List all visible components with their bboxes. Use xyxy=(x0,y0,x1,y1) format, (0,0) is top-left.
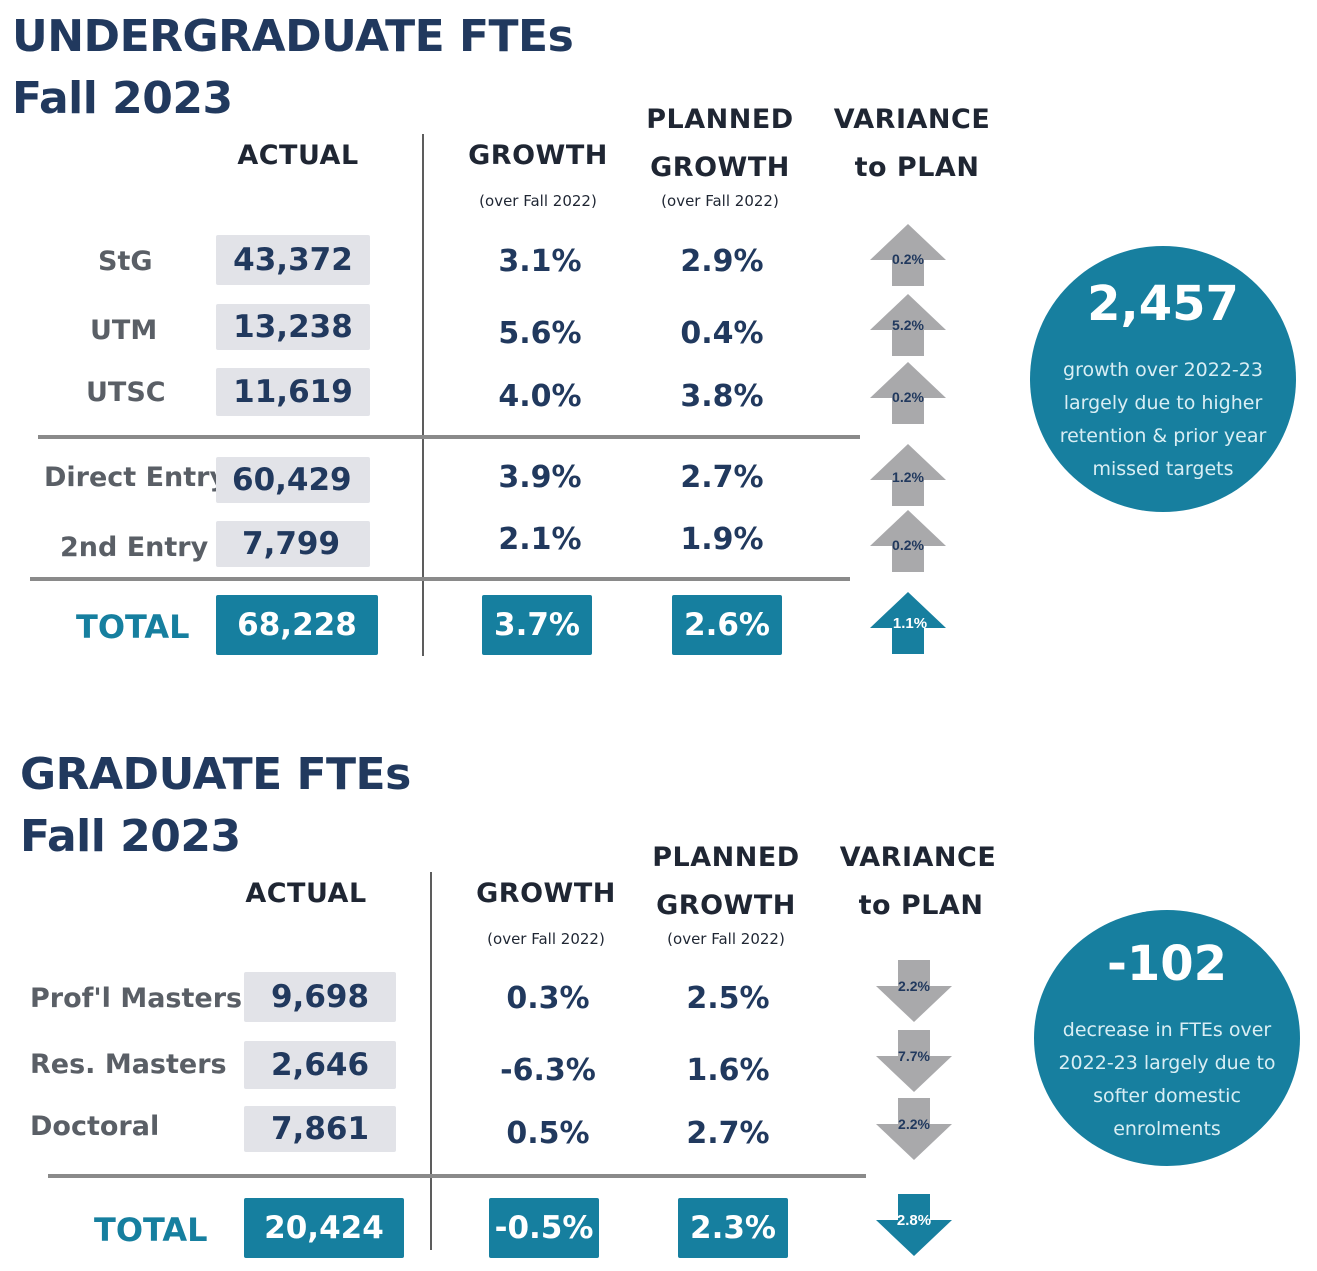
graduate-col-variance-2: to PLAN xyxy=(858,890,984,921)
variance-value: 7.7% xyxy=(898,1048,930,1064)
graduate-total-label: TOTAL xyxy=(94,1211,208,1249)
graduate-row-label: Doctoral xyxy=(30,1111,160,1142)
graduate-actual-value: 2,646 xyxy=(244,1041,396,1089)
undergrad-col-growth: GROWTH xyxy=(468,140,608,171)
variance-up-arrow-icon: 0.2% xyxy=(868,510,948,572)
graduate-growth-value: -6.3% xyxy=(500,1053,596,1088)
variance-value: 1.1% xyxy=(893,615,927,632)
graduate-callout-line: 2022-23 largely due to xyxy=(1058,1052,1276,1074)
graduate-actual-value: 7,861 xyxy=(244,1106,396,1152)
variance-up-arrow-icon: 1.1% xyxy=(868,592,948,654)
graduate-planned-value: 2.5% xyxy=(686,981,770,1016)
undergrad-column-divider xyxy=(422,134,424,656)
undergrad-total-actual: 68,228 xyxy=(216,595,378,655)
graduate-col-growth-sub: (over Fall 2022) xyxy=(487,930,605,948)
undergrad-growth-value: 3.9% xyxy=(498,460,582,495)
undergrad-col-actual: ACTUAL xyxy=(237,140,359,171)
variance-value: 0.2% xyxy=(892,389,924,405)
undergrad-col-growth-sub: (over Fall 2022) xyxy=(479,192,597,210)
undergrad-title-line1: UNDERGRADUATE FTEs xyxy=(12,11,574,62)
variance-value: 2.2% xyxy=(898,978,930,994)
graduate-decrease-callout: -102 decrease in FTEs over 2022-23 large… xyxy=(1034,910,1300,1166)
graduate-planned-value: 2.7% xyxy=(686,1116,770,1151)
undergrad-callout-line: missed targets xyxy=(1092,458,1234,480)
graduate-callout-line: enrolments xyxy=(1113,1118,1221,1140)
graduate-row-label: Prof'l Masters xyxy=(30,983,243,1014)
undergrad-growth-value: 5.6% xyxy=(498,316,582,351)
undergrad-actual-value: 7,799 xyxy=(216,521,370,567)
graduate-divider xyxy=(48,1174,866,1178)
undergrad-actual-value: 11,619 xyxy=(216,368,370,416)
undergrad-divider-1 xyxy=(38,435,860,439)
graduate-title-line2: Fall 2023 xyxy=(20,811,241,862)
graduate-callout-line: softer domestic xyxy=(1093,1085,1241,1107)
undergrad-col-variance-1: VARIANCE xyxy=(833,104,991,135)
graduate-column-divider xyxy=(430,872,432,1250)
undergrad-callout-line: retention & prior year xyxy=(1059,425,1267,447)
graduate-total-growth: -0.5% xyxy=(489,1198,599,1258)
graduate-callout-line: decrease in FTEs over xyxy=(1062,1019,1272,1041)
graduate-col-planned-sub: (over Fall 2022) xyxy=(667,930,785,948)
undergrad-total-growth: 3.7% xyxy=(482,595,592,655)
undergrad-col-planned-sub: (over Fall 2022) xyxy=(661,192,779,210)
undergrad-actual-value: 60,429 xyxy=(216,457,370,503)
undergrad-row-label: UTM xyxy=(90,315,158,346)
undergrad-row-label: 2nd Entry xyxy=(60,532,209,563)
undergrad-total-planned: 2.6% xyxy=(672,595,782,655)
graduate-callout-value: -102 xyxy=(1106,936,1228,992)
variance-down-arrow-icon: 7.7% xyxy=(874,1030,954,1092)
variance-up-arrow-icon: 0.2% xyxy=(868,362,948,424)
variance-value: 2.8% xyxy=(897,1212,931,1229)
variance-value: 1.2% xyxy=(892,469,924,485)
undergrad-callout-value: 2,457 xyxy=(1087,276,1239,332)
graduate-col-planned-2: GROWTH xyxy=(656,890,796,921)
undergrad-planned-value: 1.9% xyxy=(680,522,764,557)
undergrad-callout-line: growth over 2022-23 xyxy=(1063,359,1263,381)
graduate-row-label: Res. Masters xyxy=(30,1049,227,1080)
graduate-total-actual: 20,424 xyxy=(244,1198,404,1258)
graduate-col-actual: ACTUAL xyxy=(245,878,367,909)
undergrad-col-planned-2: GROWTH xyxy=(650,152,790,183)
undergrad-col-variance-2: to PLAN xyxy=(854,152,980,183)
variance-down-arrow-icon: 2.2% xyxy=(874,960,954,1022)
variance-value: 0.2% xyxy=(892,251,924,267)
undergrad-planned-value: 2.9% xyxy=(680,244,764,279)
undergrad-total-label: TOTAL xyxy=(76,608,190,646)
undergrad-callout-line: largely due to higher xyxy=(1063,392,1263,414)
undergrad-planned-value: 2.7% xyxy=(680,460,764,495)
undergrad-growth-callout: 2,457 growth over 2022-23 largely due to… xyxy=(1030,246,1296,512)
variance-up-arrow-icon: 0.2% xyxy=(868,224,948,286)
undergrad-growth-value: 2.1% xyxy=(498,522,582,557)
graduate-actual-value: 9,698 xyxy=(244,972,396,1022)
undergrad-row-label: StG xyxy=(98,246,153,277)
undergrad-growth-value: 3.1% xyxy=(498,244,582,279)
undergrad-row-label: UTSC xyxy=(86,377,166,408)
graduate-total-planned: 2.3% xyxy=(678,1198,788,1258)
graduate-col-growth: GROWTH xyxy=(476,878,616,909)
variance-value: 5.2% xyxy=(892,317,924,333)
undergrad-actual-value: 13,238 xyxy=(216,304,370,350)
graduate-growth-value: 0.5% xyxy=(506,1116,590,1151)
undergrad-title-line2: Fall 2023 xyxy=(12,73,233,124)
variance-down-arrow-icon: 2.2% xyxy=(874,1098,954,1160)
variance-up-arrow-icon: 1.2% xyxy=(868,444,948,506)
undergrad-col-planned-1: PLANNED xyxy=(646,104,794,135)
variance-value: 0.2% xyxy=(892,537,924,553)
undergrad-actual-value: 43,372 xyxy=(216,235,370,285)
undergrad-row-label: Direct Entry xyxy=(44,462,228,493)
graduate-col-variance-1: VARIANCE xyxy=(839,842,997,873)
undergrad-planned-value: 0.4% xyxy=(680,316,764,351)
graduate-planned-value: 1.6% xyxy=(686,1053,770,1088)
undergrad-planned-value: 3.8% xyxy=(680,379,764,414)
variance-up-arrow-icon: 5.2% xyxy=(868,294,948,356)
graduate-col-planned-1: PLANNED xyxy=(652,842,800,873)
undergrad-divider-2 xyxy=(30,577,850,581)
graduate-title-line1: GRADUATE FTEs xyxy=(20,749,411,800)
graduate-growth-value: 0.3% xyxy=(506,981,590,1016)
variance-value: 2.2% xyxy=(898,1116,930,1132)
variance-down-arrow-icon: 2.8% xyxy=(874,1194,954,1256)
undergrad-growth-value: 4.0% xyxy=(498,379,582,414)
